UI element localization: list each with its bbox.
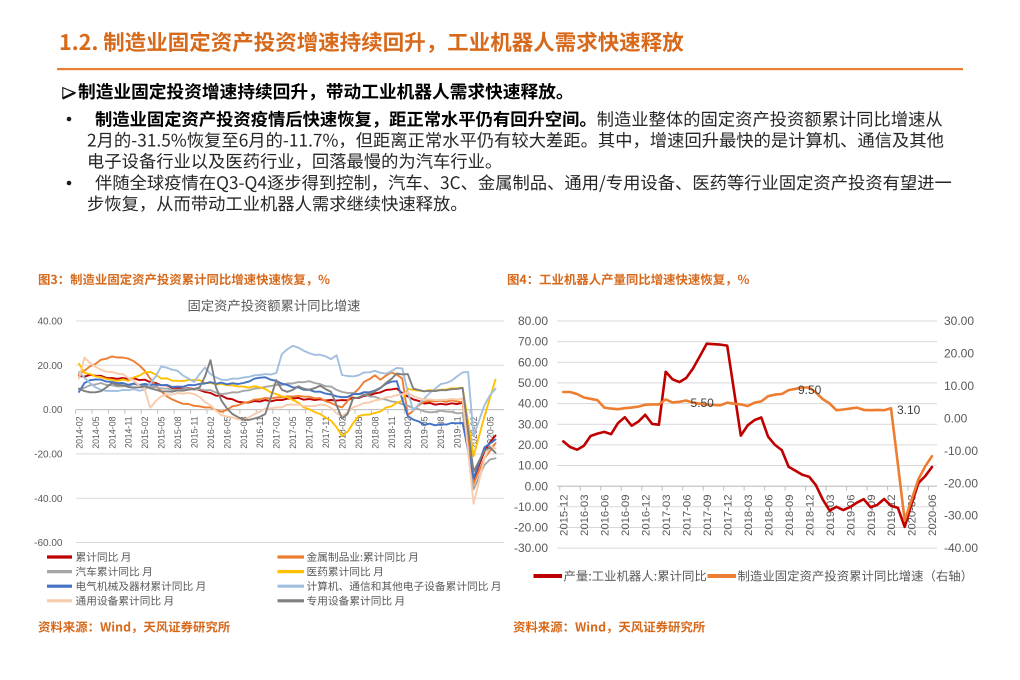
svg-text:2016-03: 2016-03 <box>579 495 591 536</box>
svg-text:3.10: 3.10 <box>897 403 921 417</box>
svg-text:-20.00: -20.00 <box>944 476 978 490</box>
svg-text:-40.00: -40.00 <box>944 541 978 555</box>
svg-text:40.00: 40.00 <box>518 397 548 411</box>
svg-text:2019-02: 2019-02 <box>403 416 413 448</box>
svg-text:2014-08: 2014-08 <box>107 416 117 448</box>
svg-text:2016-02: 2016-02 <box>206 416 216 448</box>
svg-text:2017-02: 2017-02 <box>272 416 282 448</box>
svg-text:2017-11: 2017-11 <box>321 416 331 448</box>
svg-text:40.00: 40.00 <box>37 317 62 328</box>
svg-text:70.00: 70.00 <box>518 335 548 349</box>
svg-text:2014-02: 2014-02 <box>74 416 84 448</box>
svg-text:2014-05: 2014-05 <box>91 416 101 448</box>
svg-text:10.00: 10.00 <box>518 459 548 473</box>
svg-text:2015-05: 2015-05 <box>157 416 167 448</box>
svg-text:2017-05: 2017-05 <box>288 416 298 448</box>
svg-text:2018-12: 2018-12 <box>804 495 816 536</box>
svg-text:30.00: 30.00 <box>944 314 974 328</box>
svg-text:2017-06: 2017-06 <box>681 495 693 536</box>
svg-text:2019-06: 2019-06 <box>845 495 857 536</box>
svg-text:2019-03: 2019-03 <box>825 495 837 536</box>
svg-text:0.00: 0.00 <box>944 411 968 425</box>
svg-text:9.50: 9.50 <box>798 383 822 397</box>
svg-text:2016-08: 2016-08 <box>239 416 249 448</box>
svg-text:2018-03: 2018-03 <box>743 495 755 536</box>
svg-text:2019-05: 2019-05 <box>420 416 430 448</box>
svg-text:2015-11: 2015-11 <box>189 416 199 448</box>
svg-text:-60.00: -60.00 <box>34 538 63 549</box>
svg-text:50.00: 50.00 <box>518 376 548 390</box>
svg-text:2015-12: 2015-12 <box>559 495 571 536</box>
svg-text:2019-09: 2019-09 <box>866 495 878 536</box>
svg-text:2019-12: 2019-12 <box>886 495 898 536</box>
svg-text:2017-03: 2017-03 <box>661 495 673 536</box>
svg-text:2016-06: 2016-06 <box>599 495 611 536</box>
svg-text:20.00: 20.00 <box>944 347 974 361</box>
svg-text:30.00: 30.00 <box>518 417 548 431</box>
svg-text:-30.00: -30.00 <box>944 509 978 523</box>
svg-text:2018-09: 2018-09 <box>784 495 796 536</box>
svg-text:2018-02: 2018-02 <box>337 416 347 448</box>
svg-text:2018-05: 2018-05 <box>354 416 364 448</box>
svg-text:-10.00: -10.00 <box>514 500 548 514</box>
svg-text:2018-06: 2018-06 <box>763 495 775 536</box>
svg-text:-40.00: -40.00 <box>34 494 63 505</box>
svg-text:2017-08: 2017-08 <box>305 416 315 448</box>
svg-text:5.50: 5.50 <box>691 396 715 410</box>
svg-text:-20.00: -20.00 <box>514 521 548 535</box>
svg-text:2016-09: 2016-09 <box>620 495 632 536</box>
svg-text:2018-11: 2018-11 <box>387 416 397 448</box>
svg-text:20.00: 20.00 <box>37 361 62 372</box>
svg-text:0.00: 0.00 <box>525 479 549 493</box>
svg-text:20.00: 20.00 <box>518 438 548 452</box>
svg-text:2016-11: 2016-11 <box>255 416 265 448</box>
svg-text:2014-11: 2014-11 <box>124 416 134 448</box>
svg-text:0.00: 0.00 <box>43 405 63 416</box>
svg-text:-10.00: -10.00 <box>944 444 978 458</box>
svg-text:60.00: 60.00 <box>518 355 548 369</box>
svg-text:-20.00: -20.00 <box>34 450 63 461</box>
svg-text:2015-08: 2015-08 <box>173 416 183 448</box>
svg-text:2015-02: 2015-02 <box>140 416 150 448</box>
svg-text:2018-08: 2018-08 <box>370 416 380 448</box>
svg-text:2020-05: 2020-05 <box>485 416 495 448</box>
svg-text:-30.00: -30.00 <box>514 541 548 555</box>
svg-text:2016-12: 2016-12 <box>640 495 652 536</box>
svg-text:10.00: 10.00 <box>944 379 974 393</box>
svg-text:2019-08: 2019-08 <box>436 416 446 448</box>
svg-text:2017-12: 2017-12 <box>722 495 734 536</box>
svg-text:2016-05: 2016-05 <box>222 416 232 448</box>
svg-text:80.00: 80.00 <box>518 314 548 328</box>
svg-text:2019-11: 2019-11 <box>453 416 463 448</box>
svg-text:2017-09: 2017-09 <box>702 495 714 536</box>
svg-text:2020-06: 2020-06 <box>927 495 939 536</box>
